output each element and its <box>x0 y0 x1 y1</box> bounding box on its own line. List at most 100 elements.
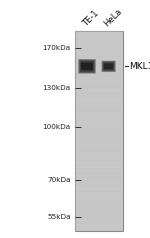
Bar <box>75 190 123 191</box>
Bar <box>75 195 123 196</box>
Bar <box>75 141 123 142</box>
Bar <box>75 44 123 51</box>
Bar <box>75 64 123 65</box>
Bar <box>75 218 123 219</box>
Bar <box>75 178 123 184</box>
Bar <box>75 115 123 116</box>
Bar <box>75 73 123 74</box>
Bar <box>75 148 123 149</box>
Bar <box>75 131 123 138</box>
Bar <box>75 178 123 179</box>
Bar <box>75 84 123 85</box>
Bar <box>75 95 123 96</box>
Bar <box>75 63 123 64</box>
Bar <box>75 212 123 213</box>
Bar <box>75 94 123 95</box>
Bar <box>75 196 123 197</box>
Bar <box>75 156 123 157</box>
Bar <box>75 113 123 114</box>
Bar <box>75 61 123 62</box>
Bar <box>75 110 123 111</box>
Bar <box>75 219 123 220</box>
Bar <box>75 91 123 92</box>
Bar <box>75 138 123 139</box>
Bar <box>75 171 123 178</box>
Text: 130kDa: 130kDa <box>42 85 70 91</box>
Bar <box>75 124 123 125</box>
Bar <box>75 86 123 87</box>
Bar <box>75 184 123 185</box>
Bar <box>75 105 123 106</box>
Bar <box>75 31 123 38</box>
Bar <box>75 169 123 170</box>
Bar <box>75 68 123 69</box>
Bar <box>75 98 123 99</box>
Bar <box>75 34 123 35</box>
Bar <box>75 106 123 107</box>
Bar <box>75 159 123 160</box>
Bar <box>75 33 123 34</box>
Bar <box>75 96 123 97</box>
Bar <box>75 39 123 40</box>
FancyBboxPatch shape <box>102 61 115 71</box>
Bar <box>75 80 123 81</box>
Text: MKL1: MKL1 <box>129 62 150 71</box>
Bar <box>75 93 123 94</box>
Bar <box>75 224 123 225</box>
Bar <box>75 66 123 67</box>
Bar <box>75 216 123 217</box>
Bar <box>75 112 123 113</box>
Bar <box>75 199 123 200</box>
Bar <box>75 193 123 194</box>
Bar <box>75 48 123 49</box>
Bar <box>75 58 123 64</box>
Bar <box>75 180 123 181</box>
Bar <box>75 218 123 224</box>
Bar <box>75 179 123 180</box>
Bar <box>75 197 123 198</box>
Bar <box>75 114 123 115</box>
Bar <box>75 38 123 44</box>
Bar <box>75 210 123 211</box>
Bar <box>75 220 123 221</box>
Bar <box>75 44 123 45</box>
Bar <box>75 47 123 48</box>
Bar <box>75 205 123 206</box>
Bar <box>75 145 123 146</box>
Bar <box>75 163 123 164</box>
Bar <box>75 151 123 158</box>
Bar <box>75 90 123 91</box>
Bar <box>75 183 123 184</box>
Bar <box>75 111 123 118</box>
Bar <box>75 201 123 202</box>
FancyBboxPatch shape <box>79 60 95 73</box>
Bar <box>75 146 123 147</box>
Bar <box>75 83 123 84</box>
Bar <box>75 126 123 127</box>
Bar <box>75 67 123 68</box>
Bar <box>75 57 123 58</box>
Bar <box>75 177 123 178</box>
Bar <box>75 55 123 56</box>
Bar <box>75 226 123 227</box>
Bar <box>75 62 123 63</box>
Bar <box>75 109 123 110</box>
FancyBboxPatch shape <box>101 61 116 72</box>
FancyBboxPatch shape <box>102 61 115 72</box>
FancyBboxPatch shape <box>80 60 94 72</box>
Bar <box>75 76 123 77</box>
FancyBboxPatch shape <box>81 63 93 70</box>
Bar <box>75 144 123 145</box>
Bar <box>75 104 123 111</box>
Bar <box>75 164 123 165</box>
Bar <box>75 185 123 186</box>
Bar <box>75 168 123 169</box>
Bar <box>75 46 123 47</box>
Bar <box>75 35 123 36</box>
FancyBboxPatch shape <box>104 63 114 69</box>
Bar <box>75 64 123 71</box>
Bar <box>75 182 123 183</box>
Bar <box>75 227 123 228</box>
Bar <box>75 191 123 192</box>
Bar <box>75 118 123 124</box>
